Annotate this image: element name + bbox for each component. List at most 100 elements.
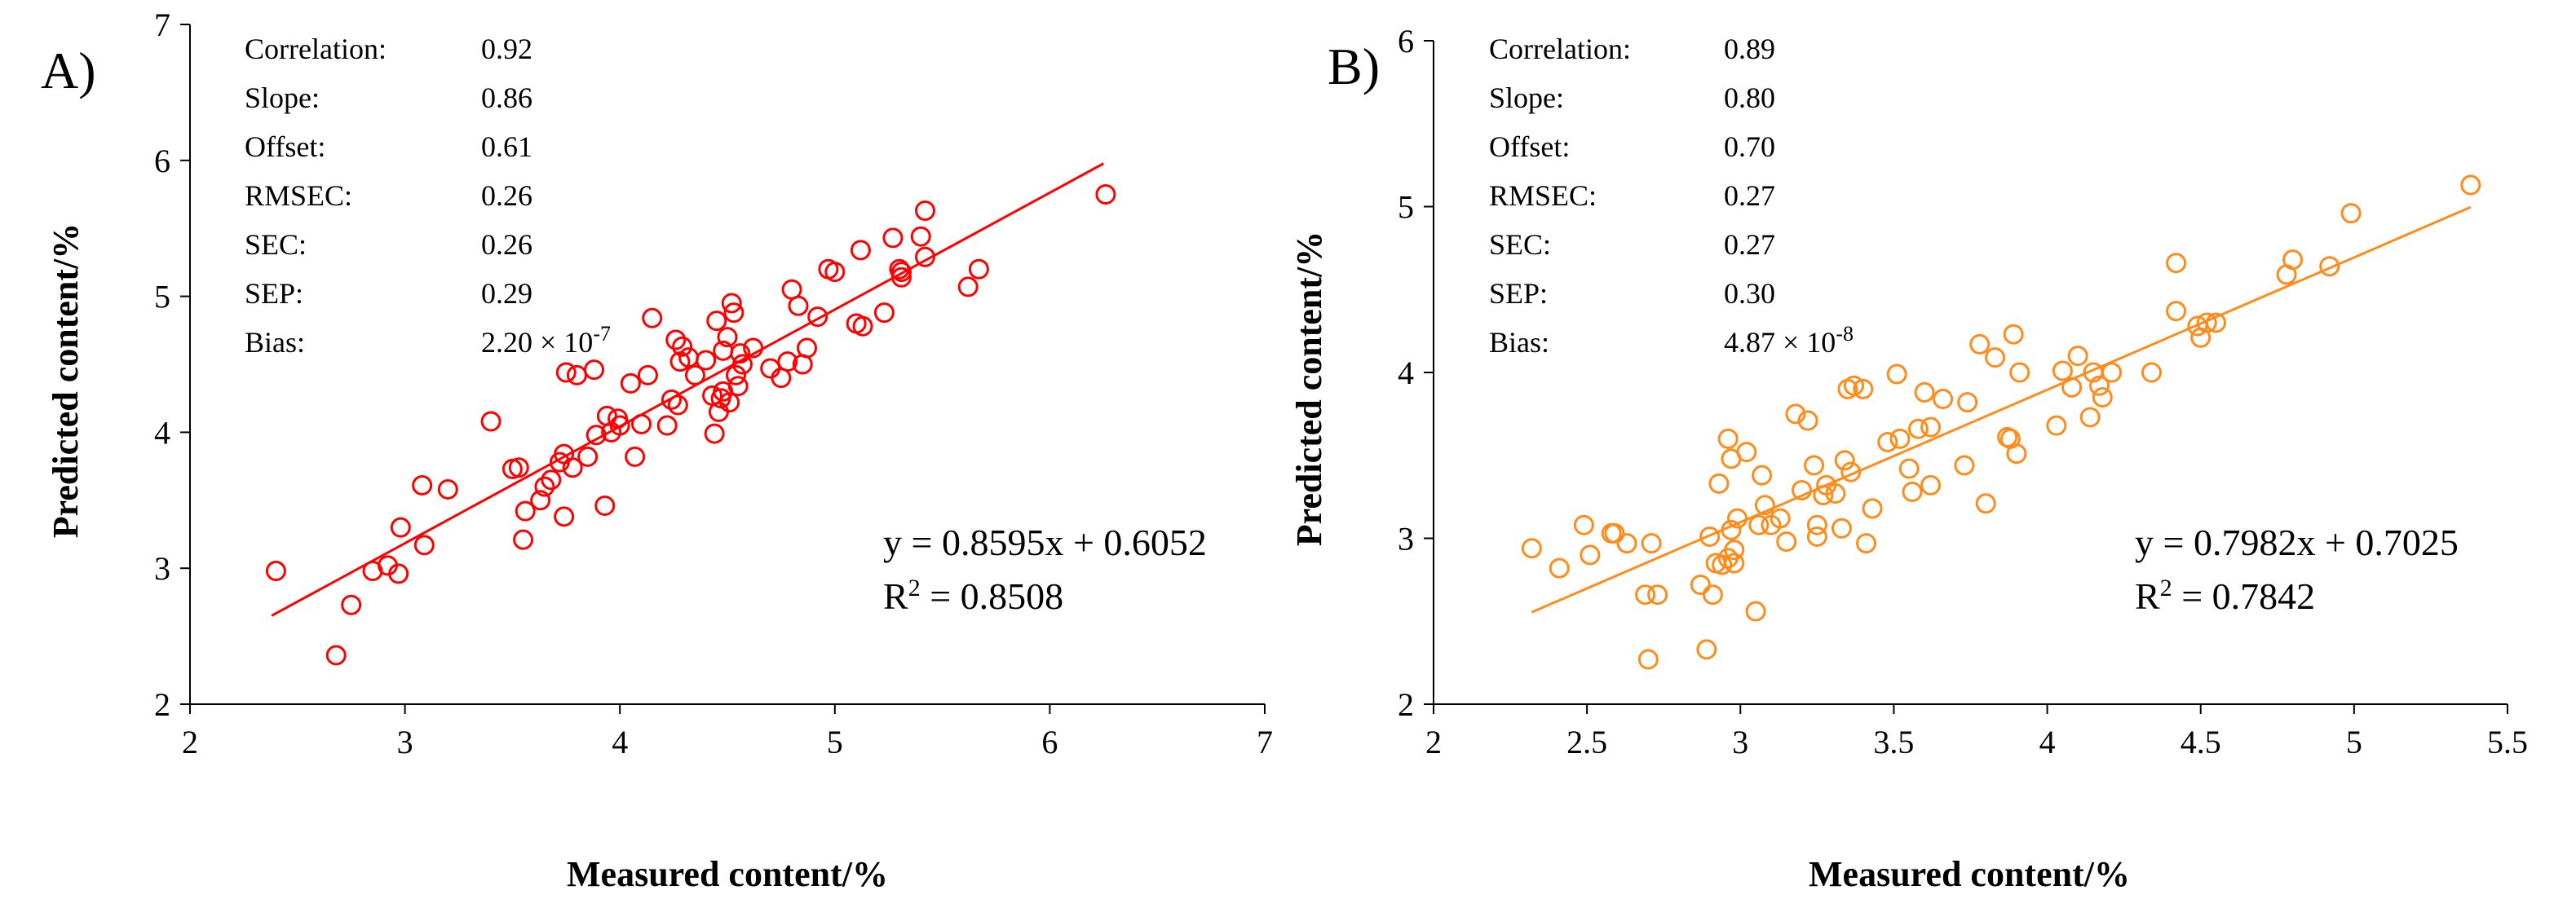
stat-value: 0.26 (481, 179, 532, 212)
data-point (957, 276, 979, 297)
data-point (1752, 465, 1773, 486)
data-point (915, 246, 936, 267)
r-squared-sup: 2 (908, 575, 921, 601)
stat-value: 0.86 (481, 82, 532, 114)
x-tick-label: 7 (1257, 724, 1273, 760)
data-point (1844, 375, 1865, 396)
data-point (1877, 431, 1898, 452)
stat-value: 0.92 (481, 33, 532, 65)
data-point (2089, 375, 2110, 396)
data-point (726, 364, 747, 386)
x-tick-label: 2 (182, 724, 198, 760)
stat-value: 2.20 × 10-7 (481, 322, 611, 359)
data-point (1754, 495, 1775, 516)
data-point (513, 529, 534, 550)
data-point (1834, 450, 1855, 471)
data-point (2166, 253, 2187, 274)
data-point (341, 594, 362, 615)
data-point (2340, 203, 2362, 224)
stat-exponent: -8 (1836, 322, 1854, 346)
data-point (910, 226, 931, 247)
data-point (661, 389, 682, 410)
stat-label: Correlation: (245, 33, 387, 65)
data-point (760, 358, 781, 379)
data-point (1690, 574, 1711, 595)
x-tick-label: 5.5 (2487, 724, 2528, 760)
x-tick-label: 4.5 (2181, 724, 2221, 760)
data-point (1792, 479, 1813, 500)
y-tick-label: 6 (154, 143, 170, 179)
data-point (797, 337, 818, 359)
data-point (2282, 249, 2304, 271)
data-point (1745, 601, 1766, 622)
data-point (1724, 553, 1745, 574)
data-point (566, 364, 587, 386)
r-squared: R2 = 0.8508 (883, 575, 1063, 617)
data-point (1699, 526, 1721, 547)
data-point (515, 500, 536, 522)
data-point (717, 327, 738, 348)
data-point (1736, 442, 1757, 463)
data-point (1748, 514, 1770, 535)
data-point (2141, 362, 2163, 383)
data-point (968, 258, 989, 280)
x-axis-title: Measured content/% (567, 854, 888, 894)
x-axis-title: Measured content/% (1809, 854, 2130, 894)
stat-value: 0.26 (481, 228, 532, 261)
data-point (1957, 392, 1978, 413)
data-point (585, 425, 607, 446)
data-point (788, 295, 809, 316)
data-point (2061, 377, 2083, 398)
data-point (665, 329, 687, 350)
data-point (1696, 639, 1717, 660)
data-point (1902, 482, 1923, 503)
y-tick-label: 5 (1398, 189, 1414, 226)
data-point (1898, 458, 1920, 479)
data-point (656, 415, 678, 436)
data-point (325, 645, 347, 666)
data-point (1862, 498, 1883, 519)
y-tick-label: 3 (1398, 521, 1414, 557)
data-point (1797, 410, 1818, 431)
data-point (891, 267, 912, 288)
stat-label: SEC: (245, 228, 307, 261)
x-tick-label: 5 (827, 724, 843, 760)
data-point (743, 337, 764, 359)
data-point (684, 364, 705, 386)
stat-label: Offset: (245, 130, 325, 163)
data-point (1785, 403, 1806, 425)
data-point (873, 302, 895, 324)
panel-label: B) (1328, 37, 1380, 95)
data-point (480, 411, 502, 432)
y-tick-label: 3 (154, 550, 170, 587)
data-point (667, 394, 688, 416)
data-point (2092, 387, 2113, 408)
stat-value: 0.89 (1724, 33, 1775, 65)
y-tick-label: 7 (154, 7, 170, 43)
data-point (1727, 508, 1748, 529)
data-point (637, 364, 658, 386)
data-point (1920, 474, 1942, 496)
data-point (2009, 362, 2030, 383)
stat-value: 0.27 (1724, 179, 1775, 212)
data-point (1580, 544, 1601, 566)
data-point (1975, 493, 1996, 514)
data-point (1776, 531, 1797, 553)
stat-value: 0.30 (1724, 277, 1775, 310)
r-squared-value: = 0.8508 (921, 575, 1063, 617)
data-point (1908, 418, 1929, 439)
data-point (1831, 518, 1852, 539)
data-point (1886, 363, 1907, 385)
data-point (1708, 473, 1730, 494)
data-point (731, 354, 753, 375)
data-point (534, 476, 555, 497)
regression-line (271, 162, 1105, 617)
data-point (1573, 514, 1594, 535)
y-tick-label: 4 (1398, 355, 1414, 391)
data-point (642, 307, 663, 328)
data-point (727, 376, 749, 397)
data-point (1717, 428, 1739, 449)
stat-label: SEP: (1489, 277, 1548, 310)
data-point (2067, 346, 2088, 367)
data-point (889, 258, 910, 280)
